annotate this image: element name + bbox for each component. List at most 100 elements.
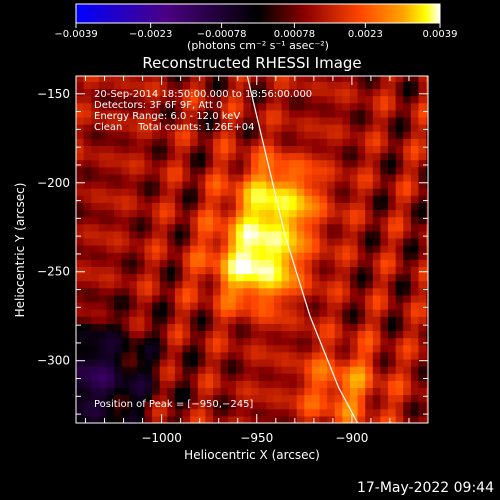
heatmap-cell: [319, 223, 328, 232]
heatmap-cell: [410, 152, 420, 161]
heatmap-cell: [289, 173, 298, 182]
heatmap-cell: [205, 266, 214, 275]
heatmap-cell: [311, 188, 321, 196]
heatmap-cell: [403, 330, 412, 339]
heatmap-cell: [205, 309, 214, 317]
heatmap-cell: [311, 124, 321, 132]
heatmap-cell: [410, 109, 420, 118]
heatmap-cell: [388, 330, 397, 339]
heatmap-cell: [266, 330, 275, 339]
heatmap-cell: [220, 323, 229, 332]
heatmap-cell: [243, 223, 252, 232]
heatmap-cell: [380, 394, 389, 403]
heatmap-cell: [235, 102, 245, 111]
heatmap-cell: [243, 330, 252, 339]
heatmap-cell: [296, 287, 305, 296]
heatmap-cell: [296, 88, 305, 97]
heatmap-cell: [357, 401, 366, 410]
heatmap-cell: [243, 344, 252, 353]
heatmap-cell: [197, 245, 206, 253]
heatmap-cell: [281, 323, 290, 332]
heatmap-cell: [281, 366, 290, 374]
heatmap-cell: [228, 323, 237, 332]
heatmap-cell: [334, 401, 343, 410]
heatmap-cell: [205, 152, 214, 161]
heatmap-cell: [136, 145, 146, 154]
heatmap-cell: [228, 138, 237, 146]
heatmap-cell: [159, 330, 168, 339]
heatmap-cell: [342, 259, 351, 268]
heatmap-cell: [91, 252, 100, 260]
heatmap-cell: [327, 309, 336, 317]
heatmap-cell: [129, 195, 138, 203]
heatmap-cell: [114, 180, 123, 189]
heatmap-cell: [121, 266, 130, 275]
heatmap-cell: [152, 252, 161, 260]
heatmap-cell: [98, 102, 108, 111]
heatmap-cell: [136, 401, 146, 410]
heatmap-cell: [418, 259, 427, 268]
timestamp: 17-May-2022 09:44: [356, 480, 494, 496]
heatmap-cell: [258, 145, 267, 154]
heatmap-cell: [98, 109, 108, 118]
heatmap-cell: [410, 415, 420, 423]
heatmap-cell: [167, 124, 176, 132]
heatmap-cell: [190, 309, 199, 317]
heatmap-cell: [349, 188, 359, 196]
heatmap-cell: [243, 109, 252, 118]
heatmap-cell: [365, 358, 374, 367]
heatmap-cell: [220, 316, 229, 324]
heatmap-cell: [106, 195, 115, 203]
heatmap-cell: [83, 202, 92, 211]
heatmap-cell: [334, 76, 343, 82]
heatmap-cell: [334, 309, 343, 317]
heatmap-cell: [220, 116, 229, 125]
heatmap-cell: [76, 245, 85, 253]
heatmap-cell: [106, 95, 115, 104]
heatmap-cell: [212, 252, 222, 260]
heatmap-cell: [365, 223, 374, 232]
heatmap-cell: [220, 95, 229, 104]
heatmap-cell: [212, 323, 222, 332]
heatmap-cell: [342, 152, 351, 161]
heatmap-cell: [334, 358, 343, 367]
heatmap-cell: [220, 351, 229, 360]
heatmap-cell: [106, 358, 115, 367]
heatmap-cell: [76, 401, 85, 410]
heatmap-cell: [296, 195, 305, 203]
heatmap-cell: [152, 223, 161, 232]
heatmap-cell: [76, 323, 85, 332]
heatmap-cell: [289, 394, 298, 403]
heatmap-cell: [418, 145, 427, 154]
heatmap-cell: [365, 294, 374, 303]
heatmap-cell: [372, 116, 382, 125]
heatmap-cell: [403, 76, 412, 82]
heatmap-cell: [114, 237, 123, 246]
heatmap-cell: [319, 280, 328, 289]
heatmap-cell: [380, 245, 389, 253]
heatmap-cell: [152, 344, 161, 353]
heatmap-cell: [380, 301, 389, 310]
heatmap-cell: [311, 195, 321, 203]
heatmap-cell: [349, 330, 359, 339]
heatmap-cell: [426, 252, 428, 260]
heatmap-cell: [327, 373, 336, 381]
heatmap-cell: [266, 366, 275, 374]
heatmap-cell: [289, 323, 298, 332]
heatmap-cell: [182, 173, 191, 182]
heatmap-cell: [395, 159, 404, 168]
heatmap-cell: [114, 351, 123, 360]
heatmap-cell: [258, 394, 267, 403]
heatmap-cell: [296, 209, 305, 218]
heatmap-cell: [91, 124, 100, 132]
heatmap-cell: [281, 245, 290, 253]
heatmap-cell: [403, 81, 412, 90]
heatmap-cell: [129, 145, 138, 154]
heatmap-cell: [365, 316, 374, 324]
heatmap-cell: [106, 323, 115, 332]
heatmap-cell: [152, 273, 161, 282]
heatmap-cell: [243, 301, 252, 310]
heatmap-cell: [251, 102, 260, 111]
heatmap-cell: [403, 401, 412, 410]
heatmap-cell: [372, 266, 382, 275]
